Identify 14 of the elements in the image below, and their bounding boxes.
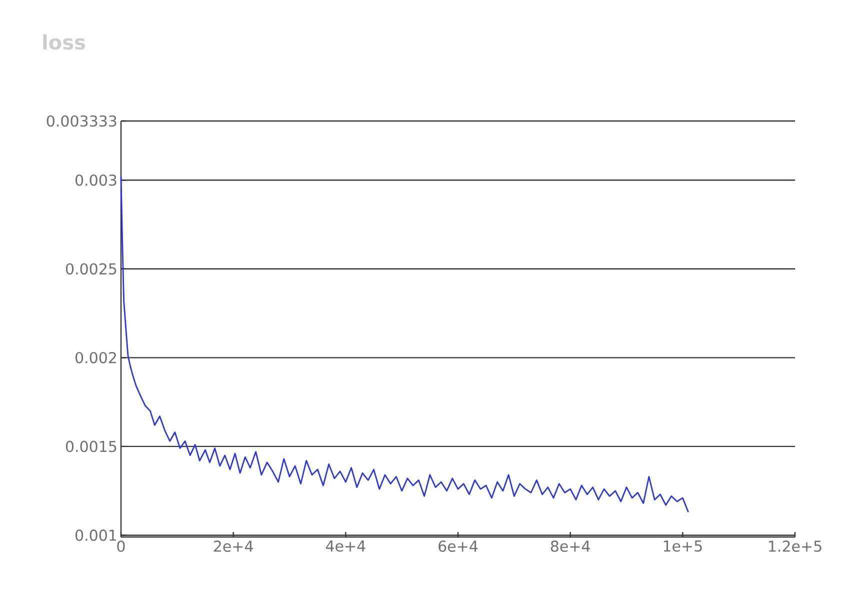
- y-tick-label: 0.003333: [46, 115, 116, 127]
- y-tick-label: 0.003: [76, 174, 116, 186]
- y-tick-label: 0.0025: [66, 263, 116, 275]
- x-tick-label: 8e+4: [550, 540, 590, 552]
- x-tick-label: 6e+4: [438, 540, 478, 552]
- x-tick-label: 4e+4: [326, 540, 366, 552]
- y-tick-label: 0.0015: [66, 440, 116, 452]
- y-tick-label: 0.001: [76, 530, 116, 541]
- line-series: [120, 176, 689, 513]
- y-tick-label: 0.002: [76, 352, 116, 364]
- x-tick-label: 0: [117, 540, 125, 552]
- x-tick-label: 1e+5: [664, 540, 702, 552]
- x-tick-label: 1.2e+5: [769, 540, 822, 552]
- x-tick-label: 2e+4: [214, 540, 253, 552]
